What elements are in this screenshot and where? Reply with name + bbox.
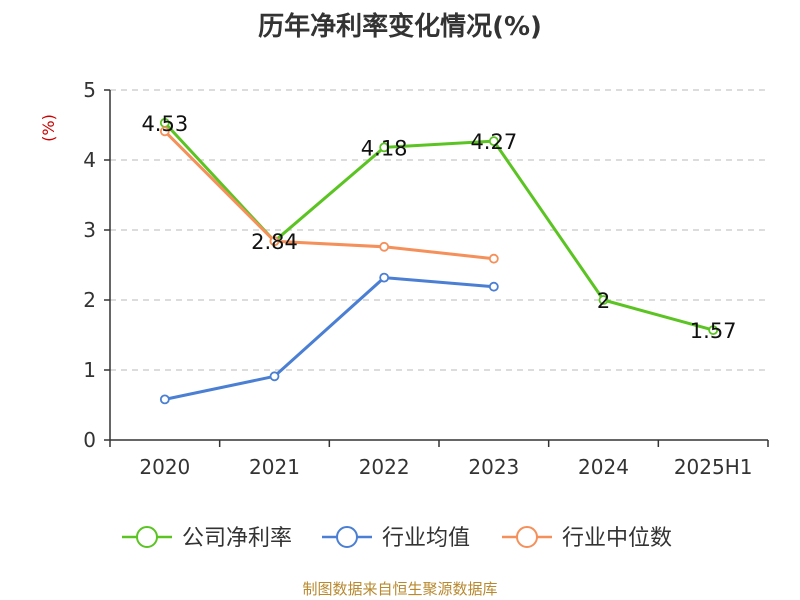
legend-marker <box>336 526 358 548</box>
source-note: 制图数据来自恒生聚源数据库 <box>302 580 498 598</box>
series-line-1 <box>164 276 494 401</box>
legend-label: 行业均值 <box>382 526 470 551</box>
x-tick-label: 2021 <box>249 455 300 479</box>
series-line-2 <box>163 130 494 261</box>
legend-marker <box>136 526 158 548</box>
x-tick-label: 2025H1 <box>674 455 753 479</box>
series-point-0 <box>708 325 719 336</box>
data-label: 2.84 <box>251 230 298 254</box>
series-point-2 <box>379 241 390 252</box>
x-tick-label: 2024 <box>578 455 629 479</box>
data-label: 4.27 <box>470 130 517 154</box>
series-point-1 <box>159 394 170 405</box>
series-point-2 <box>488 253 499 264</box>
y-tick-label: 3 <box>83 218 96 242</box>
x-tick-label: 2022 <box>359 455 410 479</box>
chart-title: 历年净利率变化情况(%) <box>258 12 542 42</box>
x-tick-label: 2020 <box>139 455 190 479</box>
legend-marker <box>516 526 538 548</box>
data-label: 4.53 <box>141 112 188 136</box>
x-tick-label: 2023 <box>468 455 519 479</box>
data-labels: 4.53 2.84 4.18 4.27 2 1.57 <box>141 112 736 343</box>
x-axis-ticks: 2020 2021 2022 2023 2024 2025H1 <box>109 440 769 479</box>
y-axis-label: (%) <box>39 114 58 142</box>
series-point-0 <box>379 142 390 153</box>
data-label: 2 <box>597 289 610 313</box>
series-point-0 <box>488 136 499 147</box>
series-line-0 <box>163 121 714 332</box>
grid-lines <box>110 89 768 371</box>
y-axis-ticks: 0 1 2 3 4 5 <box>83 78 110 452</box>
series-layer <box>159 118 719 405</box>
series-point-1 <box>488 281 499 292</box>
series-point-2 <box>159 126 170 137</box>
legend-label: 公司净利率 <box>182 526 292 551</box>
y-tick-label: 5 <box>83 78 96 102</box>
legend-label: 行业中位数 <box>562 526 672 551</box>
series-point-1 <box>379 272 390 283</box>
legend: 公司净利率 行业均值 行业中位数 <box>122 526 672 551</box>
series-point-2 <box>269 236 280 247</box>
series-point-1 <box>269 371 280 382</box>
y-tick-label: 0 <box>83 428 96 452</box>
y-tick-label: 1 <box>83 358 96 382</box>
data-label: 4.18 <box>361 136 408 160</box>
data-label: 1.57 <box>690 319 737 343</box>
axes <box>109 90 768 441</box>
series-point-0 <box>598 295 609 305</box>
y-tick-label: 4 <box>83 148 96 172</box>
y-tick-label: 2 <box>83 288 96 312</box>
